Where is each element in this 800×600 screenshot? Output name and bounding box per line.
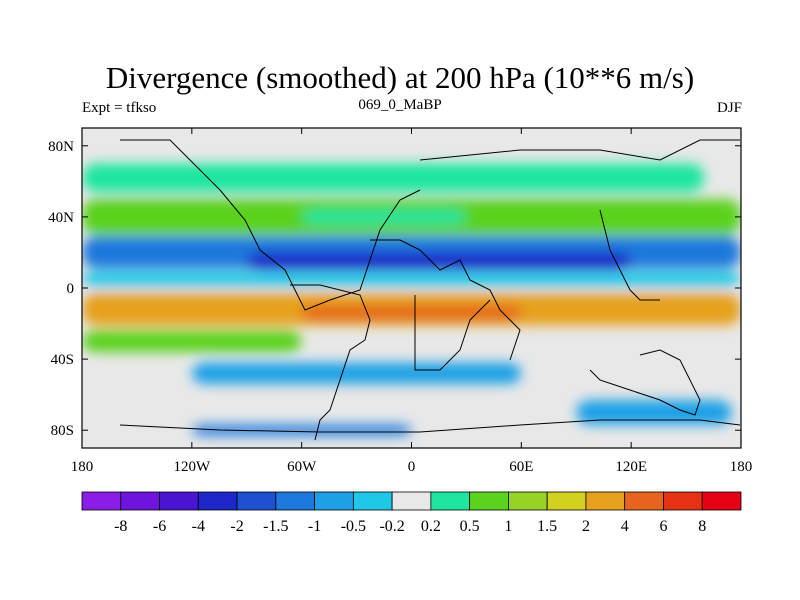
field-band-5: [82, 272, 741, 287]
colorbar-box-15: [663, 491, 703, 511]
colorbar-label-14: 6: [659, 518, 667, 535]
colorbar-label-11: 1.5: [537, 518, 557, 535]
colorbar-box-2: [159, 491, 199, 511]
colorbar-label-6: -0.5: [341, 518, 366, 535]
colorbar-box-8: [391, 491, 432, 511]
colorbar-box-0: [81, 491, 122, 511]
field-band-11: [191, 424, 412, 436]
colorbar-box-1: [120, 491, 160, 511]
chart-title: Divergence (smoothed) at 200 hPa (10**6 …: [105, 60, 695, 95]
x-tick-label-6: 180: [730, 459, 753, 475]
colorbar-label-13: 4: [621, 518, 629, 535]
colorbar-box-5: [275, 491, 315, 511]
colorbar-box-6: [314, 491, 354, 511]
colorbar-label-4: -1.5: [263, 518, 288, 535]
colorbar-box-4: [236, 491, 277, 511]
colorbar-labels: -8 -6 -4 -2 -1.5 -1 -0.5 -0.2 0.2 0.5 1 1.5 2 4 6 8: [114, 518, 706, 535]
divergence-field: [82, 163, 741, 436]
x-tick-label-1: 120W: [173, 459, 211, 475]
colorbar-label-8: 0.2: [421, 518, 441, 535]
field-band-7: [301, 305, 522, 320]
colorbar-label-2: -4: [192, 518, 205, 535]
colorbar-box-10: [469, 491, 509, 511]
run-id-label: 069_0_MaBP: [358, 97, 442, 113]
field-band-2: [301, 209, 467, 224]
field-band-10: [576, 400, 732, 425]
field-band-8: [82, 330, 302, 352]
x-tick-label-2: 60W: [287, 459, 317, 475]
y-tick-label-1: 40N: [48, 210, 74, 226]
colorbar-box-16: [701, 491, 742, 511]
colorbar-box-3: [197, 491, 238, 511]
colorbar-box-12: [546, 491, 587, 511]
field-band-4: [246, 252, 632, 271]
season-label: DJF: [716, 100, 742, 116]
colorbar-label-1: -6: [153, 518, 166, 535]
y-tick-label-2: 0: [67, 281, 75, 297]
colorbar-box-13: [585, 491, 626, 511]
experiment-label: Expt = tfkso: [82, 100, 157, 116]
colorbar-box-11: [508, 491, 548, 511]
colorbar-label-3: -2: [230, 518, 243, 535]
colorbar-label-12: 2: [582, 518, 590, 535]
x-tick-label-0: 180: [71, 459, 94, 475]
colorbar-label-9: 0.5: [460, 518, 480, 535]
x-tick-label-3: 0: [408, 459, 416, 475]
y-tick-label-3: 40S: [51, 352, 74, 368]
colorbar-box-14: [624, 491, 664, 511]
colorbar-label-15: 8: [698, 518, 706, 535]
field-band-9: [191, 362, 522, 384]
colorbar-label-0: -8: [114, 518, 127, 535]
field-band-0: [82, 163, 705, 192]
y-tick-label-0: 80N: [48, 139, 74, 155]
y-tick-label-4: 80S: [51, 423, 74, 439]
colorbar-label-10: 1: [504, 518, 512, 535]
colorbar-boxes: [81, 491, 742, 511]
colorbar-label-7: -0.2: [379, 518, 404, 535]
colorbar-box-9: [430, 491, 471, 511]
x-tick-label-4: 60E: [509, 459, 533, 475]
x-tick-label-5: 120E: [615, 459, 647, 475]
colorbar-label-5: -1: [308, 518, 321, 535]
coastline: [119, 139, 741, 441]
map-axes: 180 120W 60W 0 60E 120E 180 80N 40N 0 40S 80S: [48, 128, 752, 475]
colorbar-box-7: [352, 491, 393, 511]
